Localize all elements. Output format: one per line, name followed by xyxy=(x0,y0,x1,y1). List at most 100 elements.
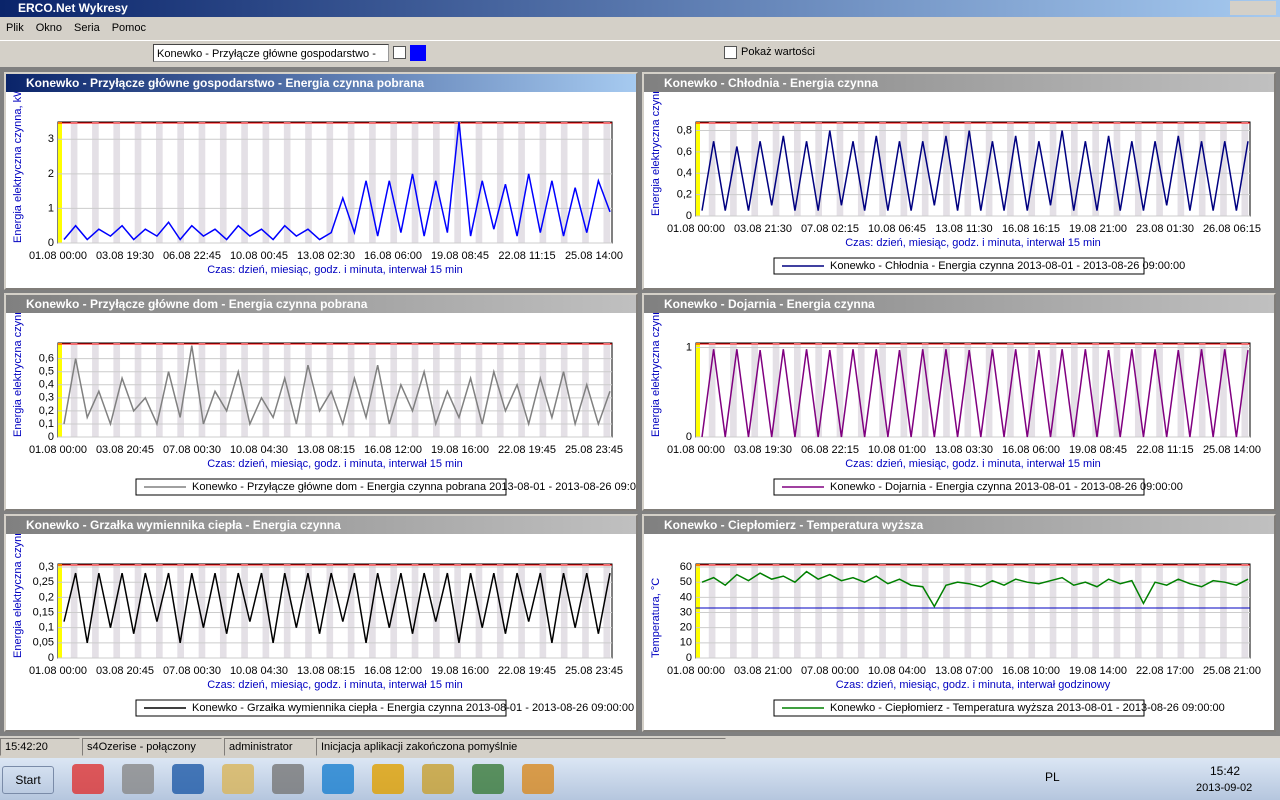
x-tick-label: 16.08 06:00 xyxy=(1002,444,1060,456)
menu-item[interactable]: Pomoc xyxy=(111,22,146,34)
checkbox[interactable] xyxy=(393,46,406,59)
legend-label: Konewko - Ciepłomierz - Temperatura wyżs… xyxy=(830,702,1225,714)
shading xyxy=(539,122,547,243)
shading xyxy=(390,343,398,437)
shading xyxy=(326,564,334,658)
y-tick-label: 0,6 xyxy=(677,146,692,158)
shading xyxy=(305,564,312,658)
menu-item[interactable]: Seria xyxy=(74,22,100,34)
shading xyxy=(92,343,99,437)
shading xyxy=(70,564,78,658)
x-tick-label: 10.08 04:30 xyxy=(230,444,288,456)
shading xyxy=(219,343,227,437)
shading xyxy=(134,343,142,437)
shading xyxy=(1049,564,1057,658)
x-tick-label: 16.08 10:00 xyxy=(1002,665,1060,677)
shading xyxy=(454,122,461,243)
x-tick-label: 13.08 07:00 xyxy=(935,665,993,677)
legend: Konewko - Chłodnia - Energia czynna 2013… xyxy=(773,257,1185,275)
taskbar-icon[interactable] xyxy=(372,764,404,794)
shading xyxy=(1113,122,1121,216)
taskbar-icon[interactable] xyxy=(422,764,454,794)
shading xyxy=(305,122,312,243)
x-tick-label: 22.08 19:45 xyxy=(498,444,556,456)
shading xyxy=(1156,564,1163,658)
x-axis-label: Czas: dzień, miesiąc, godz. i minuta, in… xyxy=(845,237,1101,249)
series-line xyxy=(63,345,611,427)
chart: 0 1 2 3 01.08 00:00 03.08 19:30 06.08 22:45 10.… xyxy=(12,80,623,276)
x-tick-label: 10.08 06:45 xyxy=(868,223,926,235)
taskbar-icon[interactable] xyxy=(172,764,204,794)
taskbar-icon[interactable] xyxy=(322,764,354,794)
color-button[interactable] xyxy=(410,45,426,61)
series-combo[interactable]: Konewko - Przyłącze główne gospodarstwo … xyxy=(153,44,389,62)
menu-item[interactable]: Okno xyxy=(35,22,63,34)
shading xyxy=(496,343,504,437)
shading xyxy=(539,343,547,437)
legend-box xyxy=(773,478,1145,496)
y-tick-label: 2 xyxy=(48,168,54,180)
y-tick-label: 0,1 xyxy=(39,622,54,634)
shading xyxy=(921,122,929,216)
shading xyxy=(1134,564,1142,658)
chart: 0 1 01.08 00:00 03.08 19:30 06.08 22:15 10.08… xyxy=(650,274,1261,496)
shading xyxy=(1028,343,1036,437)
shading xyxy=(1198,122,1206,216)
shading xyxy=(283,564,291,658)
shading xyxy=(857,343,865,437)
shading xyxy=(1071,122,1078,216)
taskbar-icon[interactable] xyxy=(122,764,154,794)
shading xyxy=(1177,564,1185,658)
mdi-area: Konewko - Przyłącze główne gospodarstwo … xyxy=(0,53,1280,736)
shading xyxy=(1028,564,1036,658)
x-tick-label: 01.08 00:00 xyxy=(29,444,87,456)
shading xyxy=(900,564,908,658)
shading xyxy=(1113,564,1121,658)
x-tick-label: 03.08 20:45 xyxy=(96,665,154,677)
shading xyxy=(1028,122,1036,216)
start-marker xyxy=(58,564,62,658)
x-tick-label: 19.08 08:45 xyxy=(431,250,489,262)
shading xyxy=(198,564,206,658)
y-axis-label: Energia elektryczna czynna, kWh xyxy=(12,313,24,437)
shading xyxy=(305,343,312,437)
shading xyxy=(582,564,589,658)
chart: 0 10 20 30 40 50 60 01.08 00:00 03.08 21:00 07.08… xyxy=(650,561,1261,717)
shading xyxy=(985,122,993,216)
series-line xyxy=(63,121,611,241)
shading xyxy=(411,122,419,243)
shading xyxy=(1156,343,1163,437)
taskbar-icon[interactable] xyxy=(222,764,254,794)
y-axis-label: Energia elektryczna czynna, kWh xyxy=(12,92,24,243)
shading xyxy=(475,122,483,243)
shading xyxy=(1113,343,1121,437)
menu-item[interactable]: Plik xyxy=(6,22,24,34)
y-tick-label: 0,2 xyxy=(677,189,692,201)
y-tick-label: 0,6 xyxy=(39,353,54,365)
toolbar: Konewko - Przyłącze główne gospodarstwo … xyxy=(0,40,1280,68)
legend-label: Konewko - Grzałka wymiennika ciepła - En… xyxy=(192,702,634,714)
shading xyxy=(177,122,184,243)
shading xyxy=(1071,564,1078,658)
start-button[interactable]: Start xyxy=(2,766,54,794)
taskbar-icon[interactable] xyxy=(522,764,554,794)
x-axis-label: Czas: dzień, miesiąc, godz. i minuta, in… xyxy=(845,458,1101,470)
start-marker xyxy=(696,343,700,437)
shading xyxy=(113,122,121,243)
window-title: Konewko - Przyłącze główne gospodarstwo … xyxy=(6,74,636,92)
series-line xyxy=(701,130,1249,211)
x-axis-label: Czas: dzień, miesiąc, godz. i minuta, in… xyxy=(207,679,463,691)
shading xyxy=(857,122,865,216)
taskbar-icon[interactable] xyxy=(472,764,504,794)
x-tick-label: 10.08 00:45 xyxy=(230,250,288,262)
language[interactable]: PL xyxy=(1045,770,1060,784)
chart-window: Konewko - Ciepłomierz - Temperatura wyżs… xyxy=(642,514,1276,732)
checkbox[interactable] xyxy=(724,46,737,59)
shading xyxy=(772,122,780,216)
y-tick-label: 0,3 xyxy=(39,561,54,573)
taskbar-icon[interactable] xyxy=(72,764,104,794)
window-buttons[interactable] xyxy=(1230,1,1276,15)
shading xyxy=(582,122,589,243)
taskbar-icon[interactable] xyxy=(272,764,304,794)
shading xyxy=(496,564,504,658)
